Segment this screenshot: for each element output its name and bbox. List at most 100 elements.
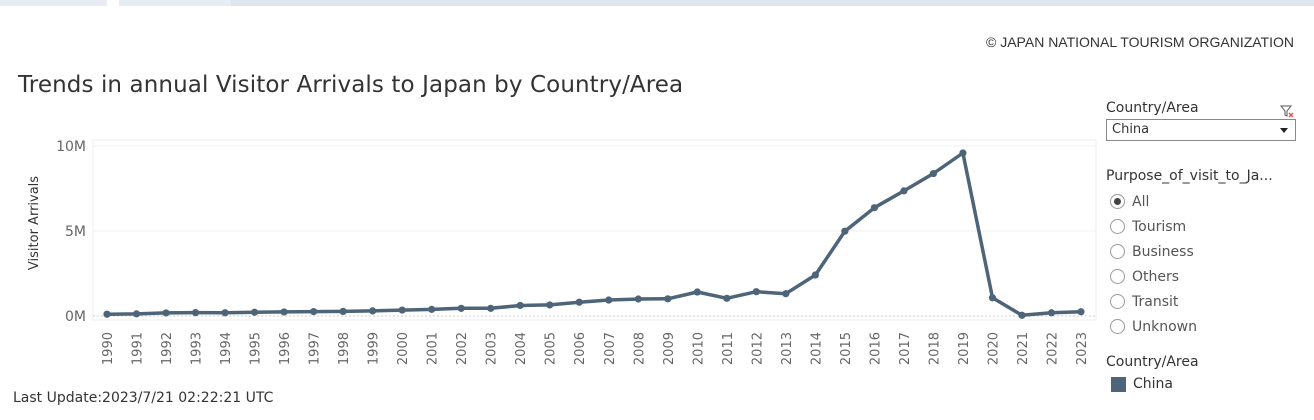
x-tick-label: 2019 xyxy=(957,332,972,365)
tab-strip-segment xyxy=(231,0,1314,6)
country-dropdown-value: China xyxy=(1112,122,1150,137)
x-tick-label: 2023 xyxy=(1075,332,1090,365)
y-axis-label: Visitor Arrivals xyxy=(27,176,42,270)
x-tick-label: 2014 xyxy=(809,332,824,365)
y-tick-label: 5M xyxy=(65,224,86,240)
data-point[interactable] xyxy=(664,295,672,303)
purpose-option-unknown[interactable]: Unknown xyxy=(1106,314,1296,339)
last-update-text: Last Update:2023/7/21 02:22:21 UTC xyxy=(13,390,274,406)
purpose-option-all[interactable]: All xyxy=(1106,189,1296,214)
chevron-down-icon xyxy=(1280,128,1288,133)
data-point[interactable] xyxy=(870,204,878,212)
y-tick-label: 10M xyxy=(56,139,86,155)
data-point[interactable] xyxy=(900,187,908,195)
data-point[interactable] xyxy=(250,308,259,316)
legend-item[interactable]: China xyxy=(1106,376,1296,392)
data-point[interactable] xyxy=(103,310,111,318)
radio-label: All xyxy=(1132,193,1150,210)
x-tick-label: 2011 xyxy=(721,332,736,365)
clear-filter-icon[interactable] xyxy=(1280,104,1294,118)
legend-swatch xyxy=(1111,376,1126,392)
x-tick-label: 2015 xyxy=(839,332,854,365)
data-point[interactable] xyxy=(428,305,436,313)
country-filter-label: Country/Area xyxy=(1106,100,1199,116)
radio-label: Transit xyxy=(1132,293,1179,310)
x-tick-label: 1990 xyxy=(101,332,116,365)
legend-title: Country/Area xyxy=(1106,354,1199,370)
data-point[interactable] xyxy=(929,169,938,178)
series-line-china xyxy=(106,151,1082,318)
x-tick-label: 2000 xyxy=(396,332,411,365)
data-point[interactable] xyxy=(841,227,849,235)
purpose-option-transit[interactable]: Transit xyxy=(1106,289,1296,314)
line-chart: 0M 5M 10M Visitor Arrivals 1990 1991 1992 1993 1… xyxy=(27,139,1097,365)
data-point[interactable] xyxy=(605,296,613,304)
x-tick-label: 2003 xyxy=(485,332,500,365)
x-tick-label: 2012 xyxy=(750,332,765,365)
data-point[interactable] xyxy=(487,304,495,312)
data-point[interactable] xyxy=(634,295,642,303)
x-tick-label: 1991 xyxy=(131,332,146,365)
legend-label: China xyxy=(1133,376,1173,392)
x-tick-label: 1998 xyxy=(337,332,352,365)
x-tick-label: 2009 xyxy=(662,332,677,365)
copyright-text: © JAPAN NATIONAL TOURISM ORGANIZATION xyxy=(986,34,1294,50)
chart-title: Trends in annual Visitor Arrivals to Jap… xyxy=(18,72,684,98)
x-tick-label: 2017 xyxy=(898,332,913,365)
radio-button[interactable] xyxy=(1110,219,1125,234)
data-point[interactable] xyxy=(221,309,229,317)
data-point[interactable] xyxy=(398,306,406,314)
purpose-option-others[interactable]: Others xyxy=(1106,264,1296,289)
data-point[interactable] xyxy=(1047,309,1056,317)
x-tick-label: 1996 xyxy=(278,332,293,365)
data-point[interactable] xyxy=(1018,311,1026,319)
x-tick-label: 2005 xyxy=(544,332,559,365)
data-point[interactable] xyxy=(162,309,170,317)
x-tick-label: 2022 xyxy=(1045,332,1060,365)
data-point[interactable] xyxy=(988,294,997,302)
x-tick-label: 2004 xyxy=(514,332,529,365)
data-point[interactable] xyxy=(811,271,819,279)
data-point[interactable] xyxy=(516,301,524,310)
x-tick-label: 2006 xyxy=(573,332,588,365)
data-point[interactable] xyxy=(752,288,760,296)
top-tab-strip xyxy=(0,0,1314,6)
data-point[interactable] xyxy=(546,301,554,309)
radio-label: Business xyxy=(1132,243,1194,260)
data-point[interactable] xyxy=(369,307,377,315)
data-point[interactable] xyxy=(1077,308,1085,316)
data-point[interactable] xyxy=(457,304,465,312)
radio-button[interactable] xyxy=(1110,194,1125,209)
x-tick-label: 2016 xyxy=(868,332,883,365)
data-point[interactable] xyxy=(280,308,288,316)
data-point[interactable] xyxy=(310,307,318,316)
radio-label: Unknown xyxy=(1132,318,1197,335)
y-tick-label: 0M xyxy=(65,309,86,325)
data-point[interactable] xyxy=(959,149,967,157)
data-point[interactable] xyxy=(693,288,701,296)
purpose-option-business[interactable]: Business xyxy=(1106,239,1296,264)
purpose-option-tourism[interactable]: Tourism xyxy=(1106,214,1296,239)
x-tick-label: 1999 xyxy=(367,332,382,365)
radio-button[interactable] xyxy=(1110,269,1125,284)
tab-gap xyxy=(107,0,119,6)
radio-button[interactable] xyxy=(1110,294,1125,309)
radio-button[interactable] xyxy=(1110,244,1125,259)
x-tick-label: 1994 xyxy=(219,332,234,365)
data-point[interactable] xyxy=(782,290,790,298)
x-tick-label: 2013 xyxy=(780,332,795,365)
data-point[interactable] xyxy=(132,310,141,318)
data-point[interactable] xyxy=(723,294,731,302)
x-tick-label: 2018 xyxy=(927,332,942,365)
radio-button[interactable] xyxy=(1110,319,1125,334)
x-tick-label: 2001 xyxy=(426,332,441,365)
data-point[interactable] xyxy=(191,309,200,317)
data-point[interactable] xyxy=(575,298,583,306)
x-tick-label: 2007 xyxy=(603,332,618,365)
data-point[interactable] xyxy=(339,307,347,316)
x-tick-label: 2010 xyxy=(691,332,706,365)
country-dropdown[interactable]: China xyxy=(1106,119,1296,141)
radio-label: Tourism xyxy=(1132,218,1187,235)
radio-label: Others xyxy=(1132,268,1180,285)
x-tick-label: 2020 xyxy=(986,332,1001,365)
